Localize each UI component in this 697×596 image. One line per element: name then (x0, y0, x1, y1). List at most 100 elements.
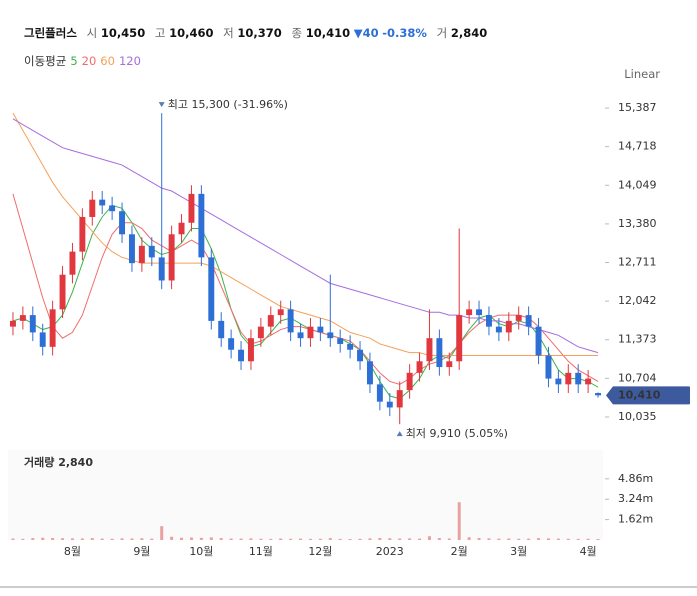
volume-bar (160, 526, 164, 540)
candle-body (89, 199, 96, 217)
volume-bar (11, 538, 15, 540)
candle-body (257, 326, 264, 339)
volume-bar (21, 538, 25, 540)
candle-body (168, 234, 175, 281)
x-tick-label: 4월 (580, 545, 597, 558)
volume-bar (51, 537, 55, 540)
candle-body (495, 326, 502, 333)
volume-bar (279, 538, 283, 540)
volume-bar (477, 537, 481, 540)
candle-body (446, 361, 453, 368)
y-tick-label: 12,711 (618, 256, 657, 269)
candle-body (466, 309, 473, 316)
candle-body (406, 372, 413, 391)
stock-name: 그린플러스 (24, 26, 77, 40)
candle-body (317, 326, 324, 333)
candle-body (476, 309, 483, 316)
candle-body (119, 211, 126, 235)
low-annotation: 최저 9,910 (5.05%) (406, 427, 508, 440)
volume-bar (527, 538, 531, 540)
candle-body (277, 309, 284, 316)
candle-body (376, 384, 383, 402)
volume-bar (41, 537, 45, 540)
volume-label: 거 (436, 26, 448, 40)
candle-body (158, 257, 165, 281)
volume-bar (338, 538, 342, 540)
volume-bar (348, 538, 352, 540)
legend-entry: 60 (100, 54, 115, 68)
volume-bar (90, 538, 94, 540)
candle-body (585, 378, 592, 385)
y-tick-label: 14,049 (618, 178, 657, 191)
candle-body (386, 401, 393, 408)
x-tick-label: 8월 (64, 545, 81, 558)
candle-body (426, 338, 433, 362)
volume-title: 거래량 2,840 (24, 455, 93, 469)
volume-bar (556, 538, 560, 540)
candle-body (128, 234, 135, 264)
moving-average-line (12, 118, 599, 354)
candle-body (69, 251, 76, 275)
volume-bar (70, 538, 74, 540)
volume-bar (308, 538, 312, 540)
y-tick-label: 10,035 (618, 410, 657, 423)
close-label: 종 (291, 26, 303, 40)
candle-body (515, 315, 522, 321)
volume-bar (110, 538, 114, 540)
volume-bar (537, 538, 541, 540)
volume-bar (388, 538, 392, 540)
candle-body (208, 257, 215, 321)
candle-body (357, 349, 364, 362)
price-badge-label: 10,410 (618, 388, 661, 401)
volume-bar (120, 538, 124, 540)
scale-toggle[interactable]: Linear (624, 67, 660, 81)
volume-bar (170, 536, 174, 540)
volume-bar (517, 538, 521, 540)
volume-bar (358, 538, 362, 540)
volume-bar (289, 538, 293, 540)
volume-bar (437, 537, 441, 540)
volume-bar (31, 538, 35, 540)
candle-body (79, 216, 86, 252)
volume-bar (447, 538, 451, 540)
volume-bar (239, 538, 243, 540)
candle-body (39, 332, 46, 347)
volume-tick-label: 4.86m (618, 472, 653, 485)
volume-bar (487, 538, 491, 540)
legend-entry: 20 (81, 54, 97, 68)
candle-body (505, 320, 512, 333)
volume: 2,840 (450, 26, 488, 40)
candle-body (138, 245, 145, 264)
candle-body (297, 332, 304, 339)
close: 10,410 (305, 26, 351, 40)
volume-bar (467, 537, 471, 540)
candle-body (148, 245, 155, 258)
volume-bar (199, 537, 203, 540)
candle-body (327, 332, 334, 339)
legend: 이동평균 5 20 60 120 (24, 53, 145, 69)
low-marker (396, 431, 403, 437)
open-label: 시 (86, 26, 98, 40)
candle-body (337, 338, 344, 344)
candle-body (267, 315, 274, 327)
change: ▼40 (353, 26, 379, 40)
volume-bar (299, 538, 303, 540)
moving-average-line (12, 204, 599, 400)
volume-bar (427, 536, 431, 540)
volume-bar (219, 538, 223, 540)
candle-body (9, 320, 16, 327)
high-marker (158, 102, 165, 108)
volume-bar (61, 538, 65, 540)
x-tick-label: 11월 (249, 545, 273, 558)
candle-body (545, 355, 552, 379)
candle-body (416, 361, 423, 373)
candle-body (247, 338, 254, 362)
low-label: 저 (223, 26, 234, 40)
volume-bar (408, 538, 412, 540)
candle-body (456, 315, 463, 362)
volume-bar (368, 538, 372, 540)
candle-body (238, 349, 245, 362)
candle-body (595, 393, 602, 396)
candle-body (307, 326, 314, 339)
volume-bar (576, 538, 580, 540)
